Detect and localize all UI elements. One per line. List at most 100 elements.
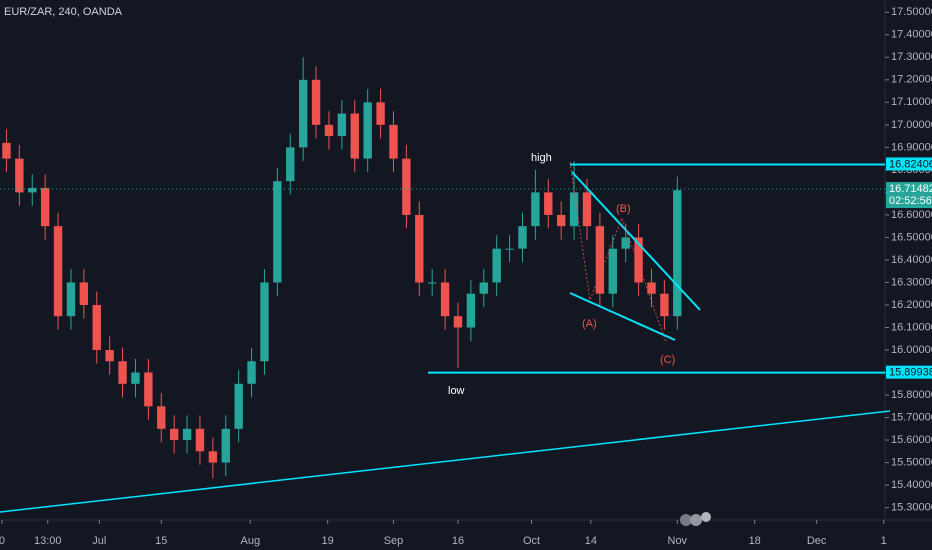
candle-body [221,428,230,463]
plot [2,57,682,479]
x-tick-label: 16 [452,535,464,547]
candle-body [376,102,385,125]
y-tick-label: 17.10000 [891,96,932,108]
candle-body [28,187,37,193]
candle-body [492,248,501,283]
wedge-lower [569,292,676,341]
candle-body [608,248,617,294]
wave-b-label: (B) [616,203,631,215]
candle-body [273,181,282,283]
y-tick-label: 16.10000 [891,321,932,333]
candle-body [453,316,463,328]
candle-body [40,187,50,227]
candle-body [556,214,566,227]
candle-body [350,113,359,159]
candle-body [647,282,656,294]
x-tick-label: 13:00 [34,535,62,547]
x-tick-label: 15 [155,535,167,547]
x-tick-label: 19 [322,535,334,547]
support-trendline [0,410,891,513]
candle-body [2,142,11,159]
x-tick-label: Dec [807,535,827,547]
candle-body [118,361,127,384]
symbol-header: EUR/ZAR, 240, OANDA [4,6,123,18]
candle-body [286,147,295,182]
candle-body [311,79,321,125]
x-tick-label: 14 [585,535,597,547]
y-tick-label: 17.40000 [891,29,932,41]
wave-a-label: (A) [582,318,597,330]
candle-body [634,237,643,283]
candle-body [15,158,24,193]
candle-body [169,428,179,441]
y-tick-label: 16.40000 [891,254,932,266]
y-tick-label: 17.00000 [891,119,932,131]
low-label: low [448,385,465,397]
candle-body [260,282,269,362]
y-tick-label: 15.40000 [891,479,932,491]
x-tick-label: Oct [523,535,540,547]
candle-body [182,428,192,441]
wave-path [569,161,667,343]
candle-body [440,282,450,317]
y-tick-label: 16.20000 [891,299,932,311]
candle-body [479,282,488,294]
candle-body [66,282,76,317]
candle-body [544,192,553,215]
candle-body [234,383,243,429]
candle-body [466,293,476,328]
y-tick-label: 16.00000 [891,344,932,356]
candle-body [673,190,682,317]
candle-body [324,124,334,137]
y-tick-label: 17.20000 [891,74,932,86]
candle-body [208,451,218,463]
price-tag-label: 16.71482 [889,183,932,195]
candle-body [389,124,398,159]
x-tick-label: Sep [384,535,404,547]
y-tick-label: 16.60000 [891,209,932,221]
candle-body [427,282,437,284]
x-tick-label: Aug [240,535,260,547]
candle-body [582,192,592,227]
candle-body [415,214,424,283]
candle-body [92,304,101,351]
candle-body [505,248,514,250]
candle-body [247,361,256,384]
candle-body [660,293,669,317]
candle-body [79,282,89,305]
y-tick-label: 15.60000 [891,434,932,446]
candle-body [195,428,205,452]
x-tick-label: 18 [749,535,761,547]
price-tag [886,157,932,171]
candle-body [53,226,63,317]
y-tick-label: 15.30000 [891,502,932,514]
x-tick-label: Jul [92,535,106,547]
high-label: high [531,152,552,164]
price-tag [886,182,932,209]
event-icons [680,512,711,526]
candle-body [569,192,579,227]
x-tick-label: 0 [0,535,5,547]
candle-body [298,79,308,148]
y-tick-label: 15.70000 [891,411,932,423]
candle-body [595,226,605,294]
y-tick-label: 16.30000 [891,276,932,288]
candle-body [144,372,153,407]
candle-body [402,158,411,215]
candle-body [363,102,372,159]
x-tick-label: Nov [668,535,688,547]
price-tag [886,365,932,379]
wedge-upper [571,171,701,311]
candle-body [157,406,166,429]
y-tick-label: 16.90000 [891,141,932,153]
price-tag-label: 15.89938 [889,367,932,379]
y-tick-label: 15.80000 [891,389,932,401]
candle-body [337,113,347,137]
candle-body [531,192,540,227]
countdown-label: 02:52:56 [889,195,932,207]
